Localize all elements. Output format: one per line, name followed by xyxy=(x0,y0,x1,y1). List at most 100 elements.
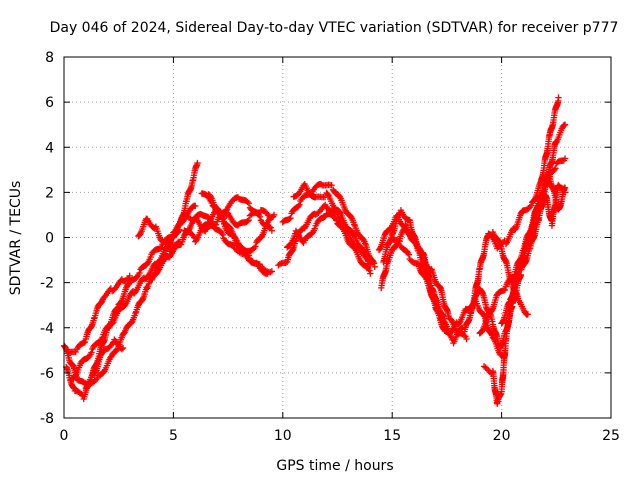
data-point xyxy=(126,272,133,280)
y-tick-label: 8 xyxy=(45,50,54,66)
data-point xyxy=(147,253,154,261)
axis-ticks: 0 5 10 15 20 25 -8 -6 -4 -2 0 2 4 6 8 xyxy=(40,50,620,444)
data-point xyxy=(118,298,125,305)
satellite-track xyxy=(65,272,133,357)
data-point xyxy=(560,186,568,193)
data-point xyxy=(258,232,266,240)
satellite-track xyxy=(205,191,276,276)
satellite-track xyxy=(378,225,470,343)
data-point xyxy=(393,243,400,250)
data-point xyxy=(219,231,226,238)
data-points xyxy=(60,94,569,407)
data-point xyxy=(268,268,276,275)
data-point xyxy=(266,223,273,231)
data-point xyxy=(157,245,164,252)
data-point xyxy=(287,214,294,222)
data-point xyxy=(561,155,569,162)
data-point xyxy=(88,349,95,356)
data-point xyxy=(555,94,562,101)
y-axis-title: SDTVAR / TECUs xyxy=(8,181,24,296)
data-point xyxy=(212,221,220,228)
data-point xyxy=(286,215,293,223)
satellite-track xyxy=(67,159,201,384)
y-tick-label: -4 xyxy=(40,321,54,337)
satellite-track xyxy=(283,210,374,277)
data-point xyxy=(561,121,569,128)
data-point xyxy=(268,227,276,234)
data-point xyxy=(333,217,340,224)
data-point xyxy=(270,211,278,219)
data-point xyxy=(405,251,413,258)
data-point xyxy=(561,189,569,196)
data-point xyxy=(188,231,196,238)
x-tick-label: 0 xyxy=(60,428,69,444)
data-point xyxy=(65,349,72,357)
data-point xyxy=(366,267,373,274)
data-point xyxy=(267,224,274,231)
data-point xyxy=(245,200,252,207)
data-point xyxy=(367,261,374,268)
data-point xyxy=(109,320,116,327)
y-tick-label: 4 xyxy=(45,140,54,156)
data-point xyxy=(266,213,273,221)
y-tick-label: 6 xyxy=(45,95,54,111)
data-point xyxy=(158,244,165,251)
data-point xyxy=(252,243,259,250)
x-tick-label: 5 xyxy=(169,428,178,444)
data-point xyxy=(244,218,251,225)
data-point xyxy=(321,213,328,221)
data-point xyxy=(296,201,303,208)
data-point xyxy=(501,286,509,294)
data-point xyxy=(123,276,131,283)
data-point xyxy=(553,139,560,146)
data-point xyxy=(136,269,143,277)
data-point xyxy=(367,270,374,277)
x-tick-label: 15 xyxy=(383,428,401,444)
y-tick-label: -2 xyxy=(40,276,54,292)
data-point xyxy=(91,377,98,385)
data-point xyxy=(99,334,106,341)
satellite-track xyxy=(181,206,273,245)
data-point xyxy=(482,364,489,371)
x-tick-label: 20 xyxy=(493,428,511,444)
data-point xyxy=(456,319,463,326)
satellite-track xyxy=(461,121,569,352)
data-point xyxy=(421,273,429,280)
data-point xyxy=(192,202,199,210)
data-point xyxy=(361,240,369,247)
data-point xyxy=(97,337,104,344)
data-point xyxy=(287,240,295,247)
data-point xyxy=(245,252,253,259)
data-point xyxy=(552,165,559,172)
data-point xyxy=(311,225,318,232)
data-point xyxy=(414,260,421,267)
y-tick-label: -6 xyxy=(40,366,54,382)
x-tick-label: 10 xyxy=(274,428,292,444)
data-point xyxy=(245,216,252,224)
data-point xyxy=(276,260,284,268)
data-point xyxy=(351,221,358,228)
data-point xyxy=(282,259,289,267)
data-point xyxy=(124,281,131,289)
data-point xyxy=(194,159,201,167)
data-point xyxy=(371,263,378,271)
data-point xyxy=(494,245,501,252)
y-tick-label: 0 xyxy=(45,231,54,247)
data-point xyxy=(80,339,88,346)
y-tick-label: 2 xyxy=(45,185,54,201)
satellite-track xyxy=(489,228,532,318)
x-axis-title: GPS time / hours xyxy=(276,458,393,474)
data-point xyxy=(432,294,439,301)
satellite-track xyxy=(148,194,276,284)
data-point xyxy=(244,198,251,206)
x-tick-label: 25 xyxy=(602,428,620,444)
data-point xyxy=(234,239,242,247)
data-point xyxy=(72,348,79,356)
data-point xyxy=(328,182,335,189)
data-point xyxy=(132,309,139,317)
data-point xyxy=(81,338,89,346)
data-point xyxy=(114,346,121,353)
data-point xyxy=(524,311,532,318)
chart-title: Day 046 of 2024, Sidereal Day-to-day VTE… xyxy=(50,20,619,36)
